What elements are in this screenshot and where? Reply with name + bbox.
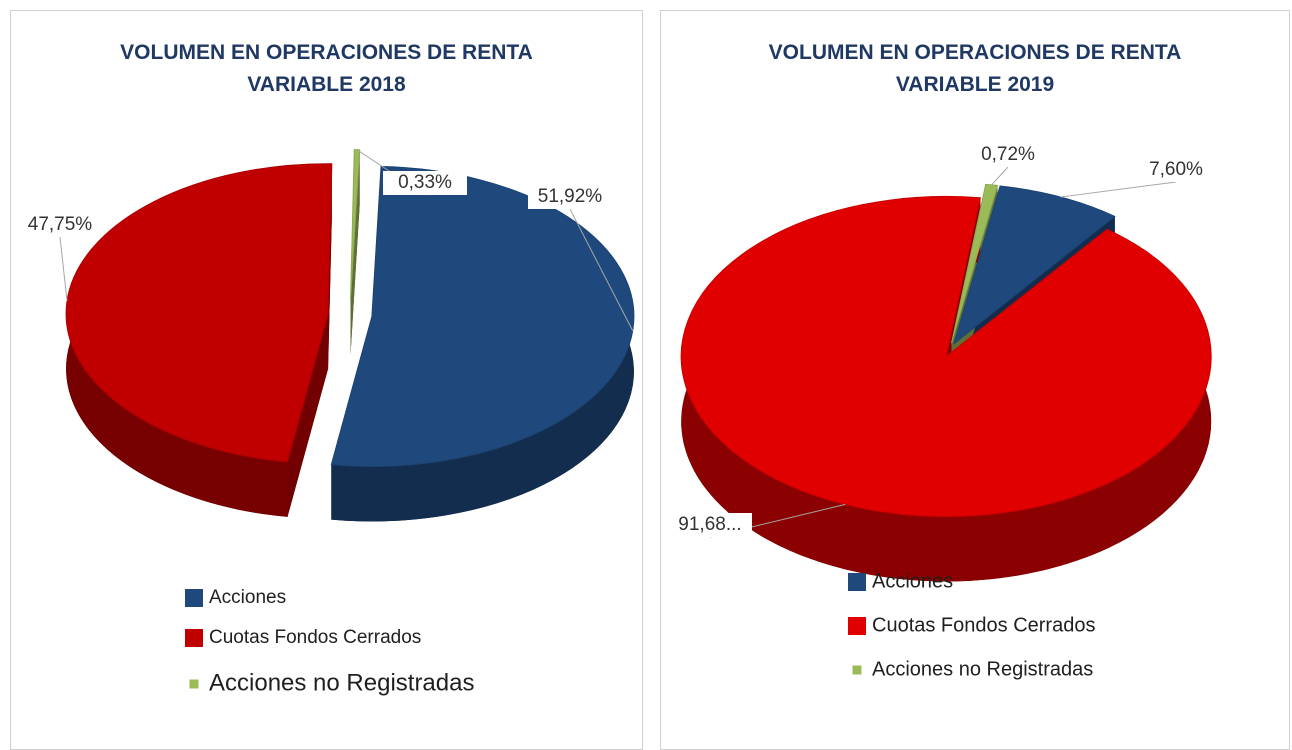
data-label: 7,60%	[1149, 159, 1203, 180]
legend-swatch	[848, 573, 866, 591]
leader-line	[59, 236, 68, 302]
legend-swatch	[852, 665, 862, 675]
data-label: 51,92%	[538, 186, 603, 207]
legend-label: Acciones no Registradas	[209, 669, 474, 696]
label-bg	[668, 513, 752, 537]
chart-title: VOLUMEN EN OPERACIONES DE RENTA VARIABLE…	[768, 41, 1182, 96]
legend-label: Acciones no Registradas	[872, 658, 1093, 680]
legend-label: Cuotas Fondos Cerrados	[209, 627, 421, 648]
slice	[953, 185, 1116, 345]
data-label: 0,72%	[981, 144, 1035, 165]
legend-swatch	[848, 617, 866, 635]
legend-swatch	[185, 629, 203, 647]
legend-swatch	[189, 679, 199, 689]
chart-title: VOLUMEN EN OPERACIONES DE RENTA VARIABLE…	[120, 41, 533, 96]
leader-line	[1060, 181, 1177, 198]
label-bg	[1134, 158, 1218, 182]
data-label: 0,33%	[398, 172, 452, 193]
label-bg	[383, 171, 467, 195]
slice	[65, 163, 333, 463]
legend-label: Acciones	[209, 587, 286, 608]
data-label: 91,68...	[678, 514, 741, 535]
leader-line	[569, 208, 634, 331]
slice	[330, 166, 635, 467]
legend-swatch	[185, 589, 203, 607]
legend-label: Acciones	[872, 570, 953, 592]
leader-line	[991, 166, 1009, 186]
data-label: 47,75%	[28, 214, 93, 235]
label-bg	[18, 213, 102, 237]
label-bg	[528, 185, 612, 209]
slice-face	[287, 313, 329, 517]
label-bg	[966, 143, 1050, 167]
slice	[350, 149, 361, 300]
legend-label: Cuotas Fondos Cerrados	[872, 614, 1095, 636]
slice	[680, 196, 1212, 517]
